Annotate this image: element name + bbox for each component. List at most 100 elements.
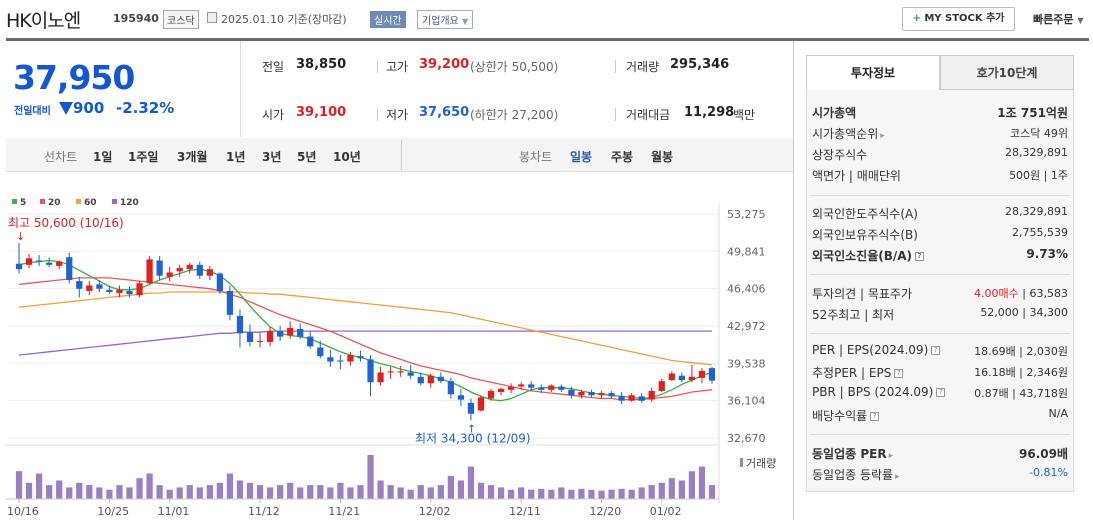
- candle-body: [648, 390, 655, 400]
- volume-bar: [427, 487, 434, 499]
- volume-bar: [588, 489, 595, 499]
- volume-bar: [246, 482, 254, 499]
- up-arrow-icon: ↑: [467, 422, 476, 435]
- price-box: [6, 41, 241, 137]
- candle-body: [146, 259, 153, 284]
- info-row-label-text: PBR | BPS (2024.09): [812, 385, 934, 399]
- help-icon[interactable]: ?: [915, 252, 925, 261]
- help-icon[interactable]: ?: [936, 388, 946, 397]
- volume-bar: [256, 485, 264, 499]
- info-row-value-text: 1조 751억원: [997, 106, 1068, 120]
- info-row-label-text: 외국인소진율(B/A): [812, 249, 913, 263]
- volume-bar: [487, 485, 495, 499]
- period-1w[interactable]: 1주일: [128, 150, 159, 164]
- info-row-value-text: 96.09배: [1019, 447, 1068, 461]
- header-divider: [6, 38, 1089, 41]
- tab-orderbook[interactable]: 호가10단계: [940, 55, 1074, 90]
- period-1y[interactable]: 1년: [226, 150, 246, 164]
- volume-bar: [387, 485, 394, 499]
- info-row-label-text: 시가총액순위: [812, 127, 879, 141]
- period-weekly[interactable]: 주봉: [611, 150, 634, 164]
- period-3y[interactable]: 3년: [262, 150, 282, 164]
- period-daily[interactable]: 일봉: [570, 150, 593, 164]
- market-badge: 코스닥: [163, 10, 199, 29]
- volume-bar: [377, 480, 384, 499]
- volume-bar: [76, 482, 83, 499]
- mystock-add-button[interactable]: + MY STOCK 추가: [902, 7, 1015, 31]
- candle-body: [508, 386, 515, 390]
- candle-body: [608, 393, 615, 397]
- y-tick-label: 46,406: [727, 283, 766, 296]
- info-row: 추정PER | EPS? 16.18배 | 2,346원: [812, 364, 1068, 382]
- volume-bar: [668, 478, 675, 499]
- volume-bar: [538, 488, 545, 499]
- legend-label: 120: [120, 198, 139, 208]
- x-tick-label: 12/02: [419, 505, 451, 518]
- info-row-label-text: 상장주식수: [812, 148, 868, 162]
- info-row: 배당수익률? N/A: [812, 407, 1068, 425]
- period-1d[interactable]: 1일: [93, 150, 113, 164]
- info-row-label-text: 투자의견 | 목표주가: [812, 287, 912, 301]
- tab-investment-info[interactable]: 투자정보: [806, 55, 940, 90]
- candle-body: [528, 384, 535, 388]
- volume-bar: [648, 485, 655, 499]
- y-tick-label: 42,972: [727, 320, 766, 333]
- prev-close-label: 전일: [262, 60, 285, 74]
- open-value: 39,100: [296, 105, 347, 120]
- info-row-value: -0.81%: [1029, 466, 1068, 479]
- candle-body: [377, 372, 384, 383]
- candle-body: [518, 384, 525, 387]
- info-row-label-text: 외국인보유주식수(B): [812, 228, 918, 242]
- info-row-value: N/A: [1049, 407, 1068, 420]
- chevron-right-icon[interactable]: ▸: [895, 472, 900, 482]
- volume-bar: [166, 489, 173, 499]
- info-row: 외국인소진율(B/A)? 9.73%: [812, 247, 1068, 265]
- help-icon[interactable]: ?: [931, 346, 941, 355]
- period-10y[interactable]: 10년: [333, 150, 361, 164]
- volume-bar: [497, 487, 505, 499]
- volume-bar: [558, 487, 565, 499]
- candle-body: [618, 396, 625, 401]
- stock-code: 195940: [113, 12, 159, 25]
- y-tick-label: 39,538: [727, 357, 766, 370]
- volume-bar: [206, 485, 213, 499]
- chevron-right-icon[interactable]: ▸: [888, 451, 894, 461]
- info-row-label-text: 외국인한도주식수(A): [812, 207, 918, 221]
- company-overview-button[interactable]: 기업개요 ▼: [417, 10, 474, 29]
- volume-bar: [35, 473, 43, 499]
- info-row: 시가총액 1조 751억원: [812, 104, 1068, 122]
- open-label: 시가: [262, 108, 285, 122]
- ma20-line: [18, 277, 713, 401]
- volume-bar: [56, 480, 63, 499]
- volume-bar: [638, 487, 645, 499]
- candle-body: [76, 281, 83, 289]
- volume-bar: [25, 482, 33, 499]
- info-row: 외국인보유주식수(B) 2,755,539: [812, 226, 1068, 244]
- candle-body: [337, 360, 344, 362]
- quick-order-button[interactable]: 빠른주문 ▼: [1033, 11, 1083, 27]
- candle-body: [487, 390, 495, 399]
- volume-bar: [708, 485, 716, 499]
- candlestick-chart[interactable]: 53,275 49,841 46,406 42,972 39,538 36,104 32,6…: [6, 173, 793, 520]
- volume-bar: [337, 482, 344, 499]
- help-icon[interactable]: ?: [870, 412, 880, 421]
- candle-body: [307, 336, 314, 347]
- help-icon[interactable]: ?: [894, 369, 904, 378]
- chevron-down-icon: ▼: [462, 17, 469, 26]
- x-tick-label: 12/11: [509, 505, 541, 518]
- volume-bar: [156, 485, 163, 499]
- candle-body: [196, 264, 203, 276]
- investment-info-panel: [806, 90, 1074, 492]
- candle-body: [176, 268, 183, 272]
- y-tick-label: 32,670: [727, 432, 766, 445]
- candle-body: [186, 264, 193, 270]
- realtime-button[interactable]: 실시간: [370, 11, 406, 28]
- period-3m[interactable]: 3개월: [177, 150, 208, 164]
- volume-bar: [678, 480, 685, 499]
- chevron-right-icon[interactable]: ▸: [880, 131, 885, 141]
- period-monthly[interactable]: 월봉: [651, 150, 674, 164]
- min-annotation: 최저 34,300 (12/09): [415, 431, 531, 445]
- x-tick-label: 01/02: [650, 505, 682, 518]
- info-row-label-text: 시가총액: [812, 106, 857, 120]
- period-5y[interactable]: 5년: [297, 150, 317, 164]
